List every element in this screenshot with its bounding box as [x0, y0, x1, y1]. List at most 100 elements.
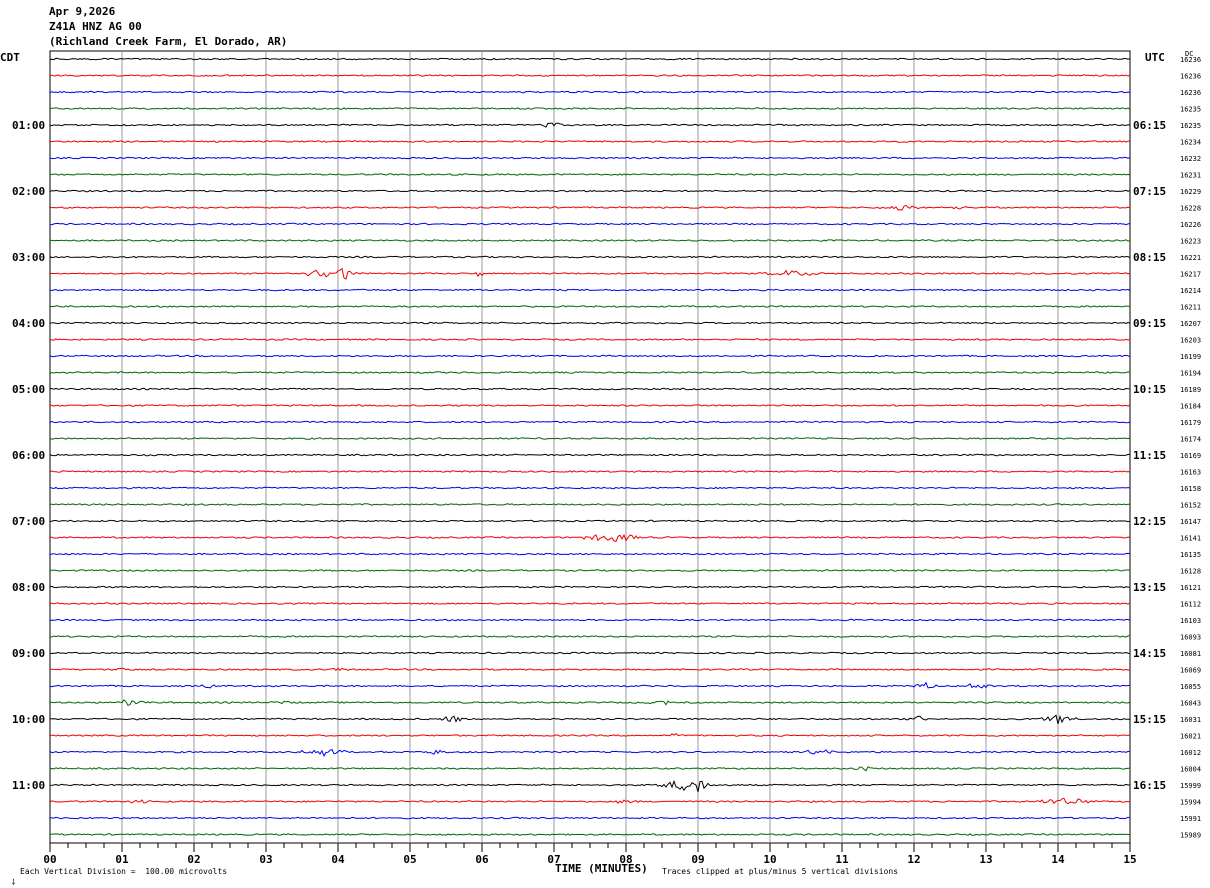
utc-hour-label: 09:15	[1133, 317, 1166, 330]
x-tick-label: 02	[187, 853, 200, 866]
cdt-hour-label: 01:00	[12, 119, 45, 132]
dc-offset-label: 16012	[1180, 749, 1201, 757]
seismic-trace	[49, 173, 1131, 176]
grid	[49, 50, 1131, 852]
cdt-hour-label: 04:00	[12, 317, 45, 330]
x-tick-label: 04	[331, 853, 345, 866]
dc-offset-label: 16069	[1180, 667, 1201, 675]
dc-offset-label: 16128	[1180, 568, 1201, 576]
seismic-trace	[49, 288, 1131, 292]
utc-hour-label: 13:15	[1133, 581, 1166, 594]
cdt-hour-label: 02:00	[12, 185, 45, 198]
dc-offset-label: 16228	[1180, 205, 1201, 213]
seismic-trace	[49, 404, 1131, 407]
seismic-trace	[49, 437, 1131, 440]
dc-offset-label: 16163	[1180, 469, 1201, 477]
dc-offset-label: 16232	[1180, 155, 1201, 163]
dc-offset-label: 16223	[1180, 238, 1201, 246]
utc-hour-label: 10:15	[1133, 383, 1166, 396]
x-tick-label: 15	[1123, 853, 1136, 866]
utc-hour-label: 06:15	[1133, 119, 1166, 132]
dc-offset-label: 16174	[1180, 436, 1201, 444]
dc-offset-label: 16207	[1180, 320, 1201, 328]
cdt-hour-label: 06:00	[12, 449, 45, 462]
dc-offset-label: 15989	[1180, 832, 1201, 840]
seismic-trace	[49, 122, 1131, 128]
seismic-trace	[49, 569, 1131, 572]
dc-offset-label: 16152	[1180, 502, 1201, 510]
chart-date: Apr 9,2026	[49, 5, 116, 18]
cdt-hour-label: 05:00	[12, 383, 45, 396]
seismic-trace	[49, 470, 1131, 473]
labels: 00 01 02 03 04 05 06 07 08 09 10 11 12 13 14 15 16236 162…	[12, 56, 1201, 866]
seismic-trace	[49, 833, 1130, 836]
dc-offset-label: 16031	[1180, 716, 1201, 724]
dc-offset-label: 16199	[1180, 353, 1201, 361]
dc-offset-label: 16226	[1180, 221, 1201, 229]
seismic-trace	[49, 74, 1131, 77]
x-tick-label: 13	[979, 853, 992, 866]
seismic-trace	[49, 204, 1131, 211]
cdt-hour-label: 10:00	[12, 713, 45, 726]
dc-offset-label: 16169	[1180, 452, 1201, 460]
seismic-trace	[50, 305, 1131, 308]
x-tick-label: 08	[619, 853, 632, 866]
seismic-trace	[49, 766, 1131, 772]
x-tick-label: 05	[403, 853, 416, 866]
station-code: Z41A HNZ AG 00	[49, 20, 142, 33]
dc-offset-label: 16235	[1180, 106, 1201, 114]
clip-note: Traces clipped at plus/minus 5 vertical …	[662, 867, 899, 876]
x-tick-label: 03	[259, 853, 272, 866]
x-tick-label: 14	[1051, 853, 1065, 866]
dc-offset-label: 16179	[1180, 419, 1201, 427]
seismic-trace	[49, 453, 1131, 457]
dc-offset-label: 15994	[1180, 799, 1201, 807]
dc-offset-label: 16236	[1180, 89, 1201, 97]
x-tick-label: 12	[907, 853, 920, 866]
seismic-trace	[49, 57, 1131, 61]
dc-offset-label: 16135	[1180, 551, 1201, 559]
seismic-trace	[50, 239, 1131, 242]
x-axis-label: TIME (MINUTES)	[555, 862, 648, 875]
utc-hour-label: 15:15	[1133, 713, 1166, 726]
dc-offset-label: 15991	[1180, 815, 1201, 823]
seismic-trace	[49, 90, 1131, 94]
seismic-trace	[49, 602, 1131, 605]
seismic-trace	[49, 338, 1131, 341]
seismic-trace	[49, 651, 1131, 655]
dc-label: DC	[1185, 50, 1194, 58]
seismic-trace	[49, 354, 1131, 358]
x-tick-label: 00	[43, 853, 56, 866]
dc-offset-label: 16235	[1180, 122, 1201, 130]
dc-offset-label: 16229	[1180, 188, 1201, 196]
utc-hour-label: 16:15	[1133, 779, 1166, 792]
seismic-trace	[49, 635, 1131, 638]
right-timezone-label: UTC	[1145, 51, 1165, 64]
seismic-trace	[49, 732, 1131, 737]
dc-offset-label: 16043	[1180, 700, 1201, 708]
seismic-trace	[49, 618, 1131, 622]
utc-hour-label: 11:15	[1133, 449, 1166, 462]
utc-hour-label: 14:15	[1133, 647, 1166, 660]
dc-offset-label: 16121	[1180, 584, 1201, 592]
dc-offset-label: 16194	[1180, 370, 1201, 378]
cdt-hour-label: 09:00	[12, 647, 45, 660]
dc-offset-label: 16055	[1180, 683, 1201, 691]
seismic-trace	[49, 816, 1131, 820]
dc-offset-label: 16203	[1180, 337, 1201, 345]
seismic-trace	[49, 681, 1131, 689]
seismic-trace	[49, 321, 1131, 325]
seismic-trace	[50, 156, 1131, 160]
dc-offset-label: 16236	[1180, 56, 1201, 64]
seismic-trace	[49, 533, 1131, 542]
cdt-hour-label: 08:00	[12, 581, 45, 594]
seismic-trace	[49, 486, 1131, 490]
dc-offset-label: 16021	[1180, 733, 1201, 741]
seismic-trace	[49, 222, 1131, 226]
seismic-trace	[49, 387, 1131, 391]
dc-offset-label: 16214	[1180, 287, 1201, 295]
dc-offset-label: 16147	[1180, 518, 1201, 526]
x-tick-label: 10	[763, 853, 776, 866]
utc-hour-label: 07:15	[1133, 185, 1166, 198]
